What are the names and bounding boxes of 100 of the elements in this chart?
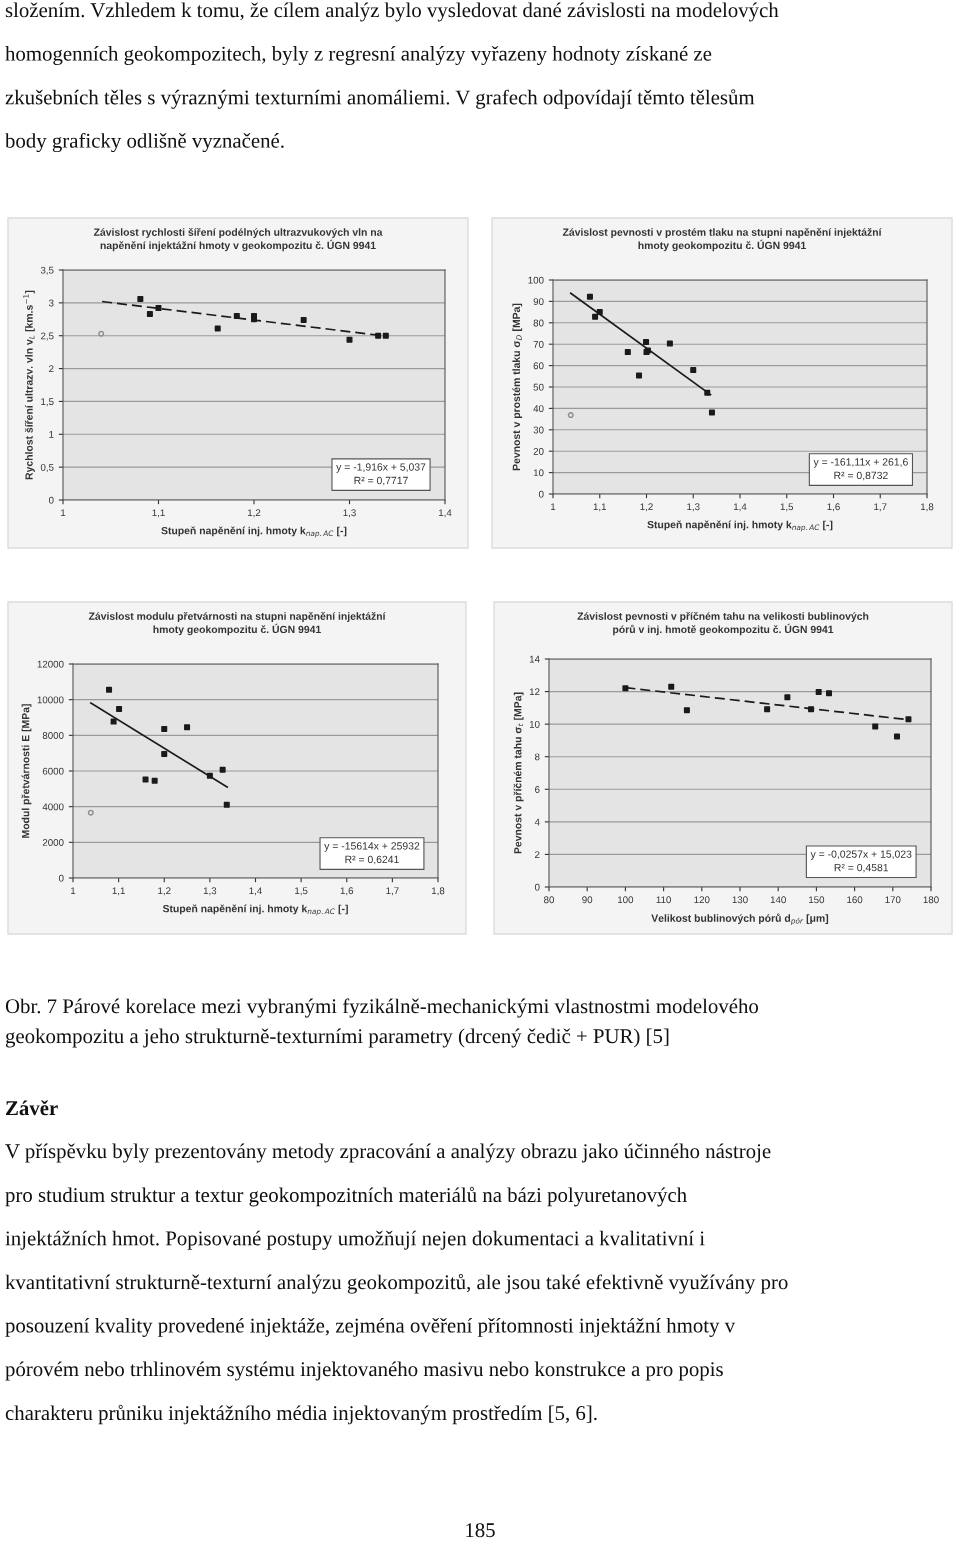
x-tick-label: 130 — [732, 896, 748, 904]
y-tick-label: 80 — [533, 319, 544, 327]
y-tick-label: 100 — [528, 276, 544, 284]
y-tick-label: 0,5 — [40, 463, 54, 472]
text: charakteru průniku injektážního média injektovaným prostředím [5, 6]. — [5, 1404, 597, 1425]
y-tick-label: 4000 — [42, 803, 64, 811]
x-tick-label: 100 — [618, 896, 634, 904]
text: geokompozitu a jeho strukturně-texturními parametry (drcený čedič + PUR) [5] — [5, 1028, 669, 1048]
x-tick-label: 1,3 — [203, 887, 217, 896]
x-tick-label: 1,6 — [827, 503, 840, 512]
y-axis-title: Pevnost v příčném tahu σ$_{t}$ [MPa] — [513, 692, 524, 854]
y-tick-label: 60 — [533, 362, 544, 370]
x-tick-label: 1,4 — [249, 887, 262, 896]
y-tick-label: 2,5 — [40, 332, 54, 341]
text: kvantitativní strukturně-texturní analýzu geokompozitů, ale jsou také efektivně využívány pro — [5, 1274, 788, 1294]
x-tick-label: 90 — [582, 896, 593, 904]
y-tick-label: 2 — [535, 851, 540, 858]
y-tick-label: 70 — [533, 340, 544, 348]
y-tick-label: 3 — [48, 299, 54, 307]
x-tick-label: 1,5 — [295, 887, 308, 896]
x-tick-label: 1,8 — [431, 887, 445, 896]
x-tick-label: 1,4 — [733, 503, 747, 512]
x-tick-label: 1,2 — [247, 509, 261, 518]
x-tick-label: 1,4 — [438, 509, 452, 518]
x-tick-label: 140 — [770, 896, 786, 904]
x-tick-label: 1,1 — [593, 503, 607, 512]
annotation: R² = 0,6241 — [345, 855, 399, 865]
text: Obr. 7 Párové korelace mezi vybranými fyzikálně-mechanickými vlastnostmi modelového — [5, 998, 759, 1018]
x-tick-label: 150 — [809, 896, 825, 904]
x-axis-title: Stupeň napěnění inj. hmoty k$_{nap.AC}$ [-] — [162, 904, 348, 916]
text: posouzení kvality provedené injektáže, zejména ověření přítomnosti injektážní hmoty v — [5, 1317, 736, 1337]
chart-title: Závislost pevnosti v příčném tahu na velikosti bublinových pórů v inj. hmotě geokompozitu č. ÚGN 9941 — [577, 612, 869, 636]
text: V příspěvku byly prezentovány metody zpracování a analýzy obrazu jako účinného nástroje — [5, 1143, 771, 1163]
x-tick-label: 110 — [656, 896, 671, 904]
chart-title: Závislost rychlosti šíření podélných ultrazvukových vln na napěnění injektážní hmoty v geokompozitu č. ÚGN 9941 — [93, 228, 383, 252]
x-tick-label: 1,2 — [640, 503, 653, 512]
annotation: R² = 0,4581 — [834, 863, 889, 873]
x-axis-title: Velikost bublinových pórů d$_{pór}$ [μm] — [651, 913, 829, 926]
x-tick-label: 1 — [551, 503, 556, 511]
y-tick-label: 6000 — [42, 767, 64, 775]
y-tick-label: 2 — [49, 365, 54, 373]
y-tick-label: 14 — [529, 655, 540, 663]
x-tick-label: 1,6 — [340, 887, 354, 896]
x-tick-label: 120 — [694, 896, 710, 904]
text: pórovém nebo trhlinovém systému injektovaného masivu nebo konstrukce a pro popis — [5, 1361, 723, 1381]
text: složením. Vzhledem k tomu, že cílem analýz bylo vysledovat dané závislosti na modelových — [5, 2, 779, 22]
chart-title: Závislost modulu přetvárnosti na stupni napěnění injektážní hmoty geokompozitu č. ÚGN 9941 — [88, 612, 386, 636]
x-tick-label: 80 — [544, 896, 555, 904]
y-tick-label: 0 — [538, 490, 544, 498]
y-tick-label: 20 — [533, 447, 544, 455]
y-tick-label: 4 — [534, 818, 540, 826]
x-tick-label: 1 — [71, 887, 76, 895]
x-tick-label: 160 — [847, 896, 863, 904]
x-tick-label: 1,5 — [780, 503, 794, 512]
text: injektážních hmot. Popisované postupy umožňují nejen dokumentaci a kvalitativní i — [5, 1230, 705, 1250]
y-axis-title: Pevnost v prostém tlaku σ$_{D}$ [MPa] — [512, 303, 523, 471]
y-tick-label: 8000 — [42, 732, 64, 739]
text: body graficky odlišně vyznačené. — [5, 132, 284, 153]
y-tick-label: 8 — [534, 753, 540, 761]
x-tick-label: 170 — [885, 896, 901, 904]
y-tick-label: 2000 — [42, 839, 64, 846]
x-tick-label: 1,2 — [158, 887, 171, 896]
y-tick-label: 12 — [529, 688, 540, 696]
annotation: y = -161,11x + 261,6 — [813, 458, 908, 468]
annotation: y = -0,0257x + 15,023 — [810, 850, 912, 860]
x-axis-title: Stupeň napěnění inj. hmoty k$_{nap.AC}$ [-] — [161, 526, 347, 538]
text: homogenních geokompozitech, byly z regresní analýzy vyřazeny hodnoty získané ze — [5, 46, 712, 65]
y-tick-label: 0 — [48, 496, 54, 504]
x-tick-label: 180 — [923, 896, 939, 904]
annotation: y = -1,916x + 5,037 — [336, 463, 426, 473]
x-tick-label: 1,3 — [687, 503, 700, 512]
chart-title: Závislost pevnosti v prostém tlaku na stupni napěnění injektážní hmoty geokompozitu č. ÚGN 9941 — [562, 228, 882, 252]
y-tick-label: 10 — [533, 469, 544, 477]
y-tick-label: 10000 — [37, 696, 64, 704]
y-tick-label: 0 — [58, 874, 64, 882]
y-tick-label: 12000 — [37, 660, 64, 668]
y-tick-label: 90 — [533, 298, 544, 306]
text: pro studium struktur a textur geokompozitních materiálů na bázi polyuretanových — [5, 1186, 687, 1207]
y-tick-label: 6 — [535, 786, 540, 793]
text: 185 — [466, 1523, 495, 1538]
y-axis-title: Rychlost šíření ultrazv. vln v$_{L}$ [km.s$^{−1}$] — [23, 290, 35, 480]
text: Závěr — [6, 1100, 58, 1116]
annotation: R² = 0,7717 — [354, 476, 408, 486]
x-axis-title: Stupeň napěnění inj. hmoty k$_{nap.AC}$ [-] — [647, 520, 833, 532]
y-tick-label: 3,5 — [40, 266, 54, 275]
y-tick-label: 0 — [534, 883, 540, 891]
x-tick-label: 1,7 — [386, 887, 399, 896]
y-tick-label: 40 — [533, 405, 544, 413]
x-tick-label: 1,3 — [343, 509, 356, 518]
y-tick-label: 1,5 — [41, 398, 54, 407]
x-tick-label: 1,1 — [112, 887, 125, 896]
y-tick-label: 30 — [533, 426, 544, 434]
x-tick-label: 1,7 — [874, 503, 887, 512]
annotation: y = -15614x + 25932 — [324, 842, 420, 852]
annotation: R² = 0,8732 — [834, 471, 888, 481]
y-tick-label: 10 — [529, 720, 540, 728]
y-tick-label: 1 — [49, 431, 54, 438]
x-tick-label: 1,8 — [920, 503, 934, 512]
text: zkušebních těles s výraznými texturními anomáliemi. V grafech odpovídají těmto tělesům — [5, 89, 755, 109]
x-tick-label: 1,1 — [152, 509, 165, 518]
